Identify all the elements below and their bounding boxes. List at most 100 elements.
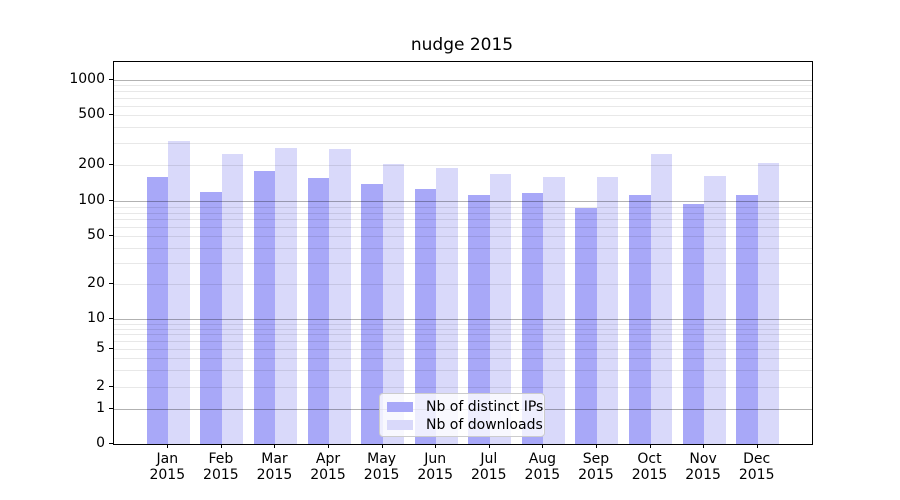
y-tick-label: 50 xyxy=(87,227,105,244)
y-tick-label: 5 xyxy=(96,339,105,356)
y-tick-label: 500 xyxy=(78,106,105,123)
minor-gridline xyxy=(114,105,812,107)
bar-downloads-apr xyxy=(329,149,351,444)
x-tick-label: Dec 2015 xyxy=(738,451,775,483)
minor-gridline xyxy=(114,206,812,208)
y-tick-label: 1000 xyxy=(69,70,105,87)
minor-gridline xyxy=(114,263,812,265)
minor-gridline xyxy=(114,323,812,325)
bar-ips-apr xyxy=(307,177,330,444)
bar-ips-sep xyxy=(575,208,597,444)
y-tick-mark xyxy=(109,114,113,116)
y-tick-label: 20 xyxy=(87,275,105,292)
y-tick-mark xyxy=(109,283,113,285)
y-tick-label: 1 xyxy=(96,400,105,417)
minor-gridline xyxy=(114,212,812,214)
x-tick-label: Jan 2015 xyxy=(149,451,186,483)
chart-title: nudge 2015 xyxy=(410,35,514,55)
y-tick-mark xyxy=(109,78,113,80)
minor-gridline xyxy=(114,165,812,167)
x-tick-label: Nov 2015 xyxy=(685,451,721,483)
bar-ips-jan xyxy=(146,176,169,444)
bar-ips-feb xyxy=(200,191,222,444)
bar-ips-dec xyxy=(736,194,758,444)
x-tick-mark xyxy=(756,444,758,448)
minor-gridline xyxy=(114,248,812,249)
minor-gridline xyxy=(114,341,812,343)
bar-downloads-jan xyxy=(168,140,190,444)
bar-ips-nov xyxy=(682,203,705,444)
x-tick-mark xyxy=(381,444,383,448)
x-tick-label: Aug 2015 xyxy=(524,451,561,483)
minor-gridline xyxy=(114,85,812,87)
major-gridline xyxy=(114,79,812,81)
y-tick-label: 100 xyxy=(78,192,105,209)
y-tick-mark xyxy=(109,443,113,444)
minor-gridline xyxy=(114,236,812,238)
minor-gridline xyxy=(114,284,812,286)
bar-downloads-nov xyxy=(704,175,726,444)
x-tick-label: Feb 2015 xyxy=(203,451,239,483)
x-tick-mark xyxy=(595,444,597,448)
minor-gridline xyxy=(114,91,812,93)
bar-downloads-aug xyxy=(543,177,565,444)
minor-gridline xyxy=(114,98,812,99)
x-tick-label: Sep 2015 xyxy=(578,451,614,483)
legend-swatch-ips xyxy=(387,402,413,412)
minor-gridline xyxy=(114,334,812,336)
major-gridline xyxy=(114,201,812,203)
y-tick-mark xyxy=(109,164,113,166)
minor-gridline xyxy=(114,358,812,360)
x-tick-mark xyxy=(328,444,330,448)
y-tick-mark xyxy=(109,347,113,349)
bar-downloads-feb xyxy=(221,154,244,444)
bar-downloads-jun xyxy=(436,167,458,444)
minor-gridline xyxy=(114,219,812,221)
x-tick-mark xyxy=(167,444,169,448)
plot-area xyxy=(113,61,813,445)
x-tick-label: Oct 2015 xyxy=(631,451,668,483)
minor-gridline xyxy=(114,227,812,229)
bar-downloads-oct xyxy=(650,154,673,444)
bar-ips-jul xyxy=(468,195,490,444)
bar-downloads-may xyxy=(382,163,405,444)
x-tick-mark xyxy=(703,444,705,448)
minor-gridline xyxy=(114,143,812,145)
y-tick-label: 200 xyxy=(78,156,105,173)
x-tick-label: Apr 2015 xyxy=(310,451,346,483)
legend-item: Nb of distinct IPs xyxy=(380,398,544,416)
minor-gridline xyxy=(114,348,812,350)
x-tick-label: Jun 2015 xyxy=(417,451,453,483)
bar-ips-jun xyxy=(414,188,437,444)
x-tick-mark xyxy=(220,444,222,448)
bar-ips-may xyxy=(361,183,383,444)
minor-gridline xyxy=(114,328,812,330)
x-tick-mark xyxy=(274,444,276,448)
bar-downloads-dec xyxy=(757,163,780,444)
y-tick-mark xyxy=(109,235,113,237)
x-tick-label: May 2015 xyxy=(363,451,400,483)
bar-ips-aug xyxy=(521,193,544,444)
x-tick-label: Mar 2015 xyxy=(256,451,293,483)
legend-label: Nb of downloads xyxy=(426,417,543,433)
y-tick-label: 2 xyxy=(96,377,105,394)
minor-gridline xyxy=(114,386,812,388)
major-gridline xyxy=(114,319,812,320)
x-tick-mark xyxy=(488,444,490,448)
minor-gridline xyxy=(114,370,812,372)
legend-swatch-downloads xyxy=(387,420,413,430)
bar-ips-oct xyxy=(629,195,651,444)
legend-item: Nb of downloads xyxy=(380,416,544,434)
minor-gridline xyxy=(114,115,812,117)
y-tick-mark xyxy=(109,408,113,410)
legend-label: Nb of distinct IPs xyxy=(426,399,544,415)
bar-downloads-mar xyxy=(275,147,297,444)
x-tick-mark xyxy=(649,444,651,448)
x-tick-mark xyxy=(435,444,437,448)
y-tick-label: 0 xyxy=(96,435,105,451)
bar-ips-mar xyxy=(253,170,276,444)
minor-gridline xyxy=(114,127,812,129)
y-tick-mark xyxy=(109,200,113,202)
bar-downloads-jul xyxy=(489,174,512,444)
